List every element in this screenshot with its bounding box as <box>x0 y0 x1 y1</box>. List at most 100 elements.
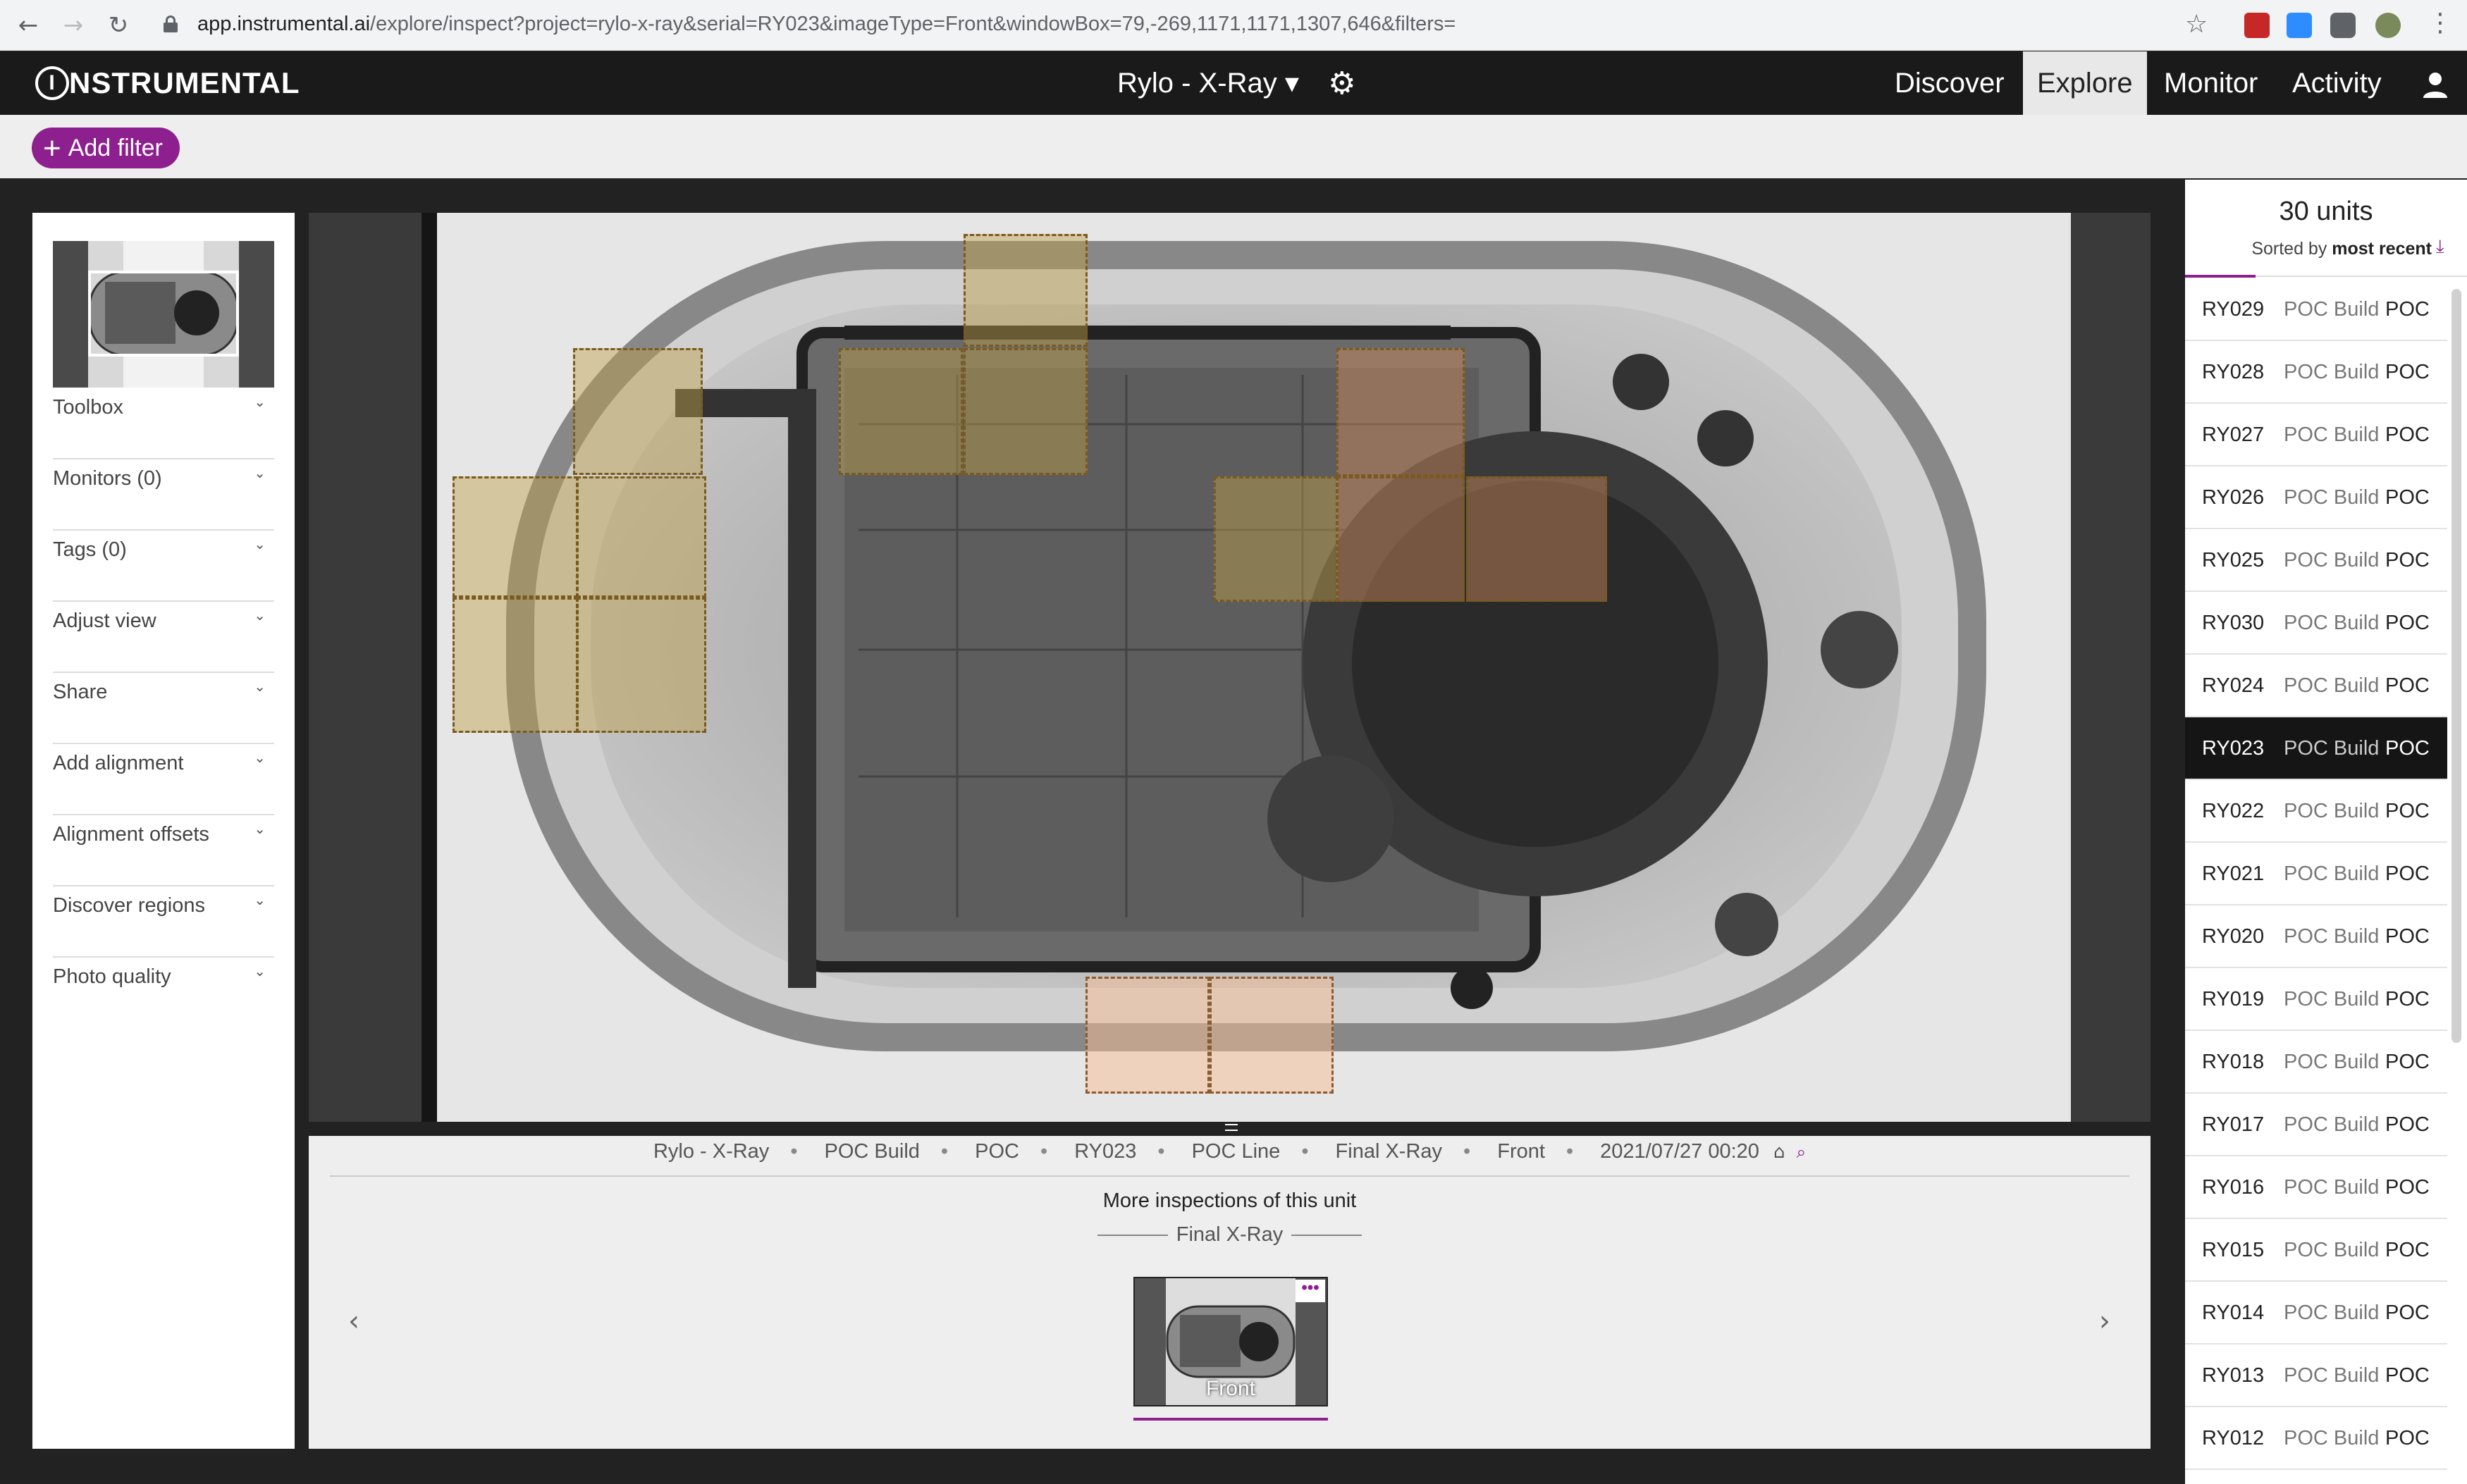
gear-icon[interactable]: ⚙ <box>1328 66 1356 101</box>
resize-handle[interactable] <box>1225 1124 1238 1131</box>
region-box[interactable] <box>453 598 578 733</box>
meta-project[interactable]: Rylo - X-Ray <box>653 1140 770 1163</box>
unit-serial: RY013 <box>2202 1364 2265 1387</box>
unit-row[interactable]: RY019 POC Build POC <box>2185 968 2447 1031</box>
meta-build[interactable]: POC Build <box>824 1140 920 1163</box>
meta-serial[interactable]: RY023 <box>1074 1140 1137 1163</box>
nav-monitor[interactable]: Monitor <box>2164 68 2258 99</box>
nav-explore[interactable]: Explore <box>2023 51 2147 115</box>
unit-row[interactable]: RY015 POC Build POC <box>2185 1219 2447 1282</box>
inspection-info-panel: Rylo - X-Ray • POC Build • POC • RY023 • POC… <box>309 1136 2151 1449</box>
reload-icon[interactable]: ↻ <box>108 11 129 39</box>
unit-row[interactable]: RY026 POC Build POC <box>2185 466 2447 529</box>
download-icon[interactable]: ⤓ <box>2436 236 2444 257</box>
unit-phase: POC <box>2385 800 2430 822</box>
region-box[interactable] <box>577 476 706 598</box>
sidebar-discover-regions[interactable]: Discover regions ⌄ <box>53 887 274 958</box>
unit-phase: POC <box>2385 862 2430 885</box>
region-box[interactable] <box>964 234 1088 347</box>
unit-row[interactable]: RY013 POC Build POC <box>2185 1344 2447 1407</box>
image-viewer[interactable] <box>309 213 2151 1122</box>
sort-control[interactable]: Sorted by most recent <box>2185 239 2432 259</box>
address-bar[interactable]: app.instrumental.ai/explore/inspect?proj… <box>197 13 1456 36</box>
region-box[interactable] <box>577 598 706 733</box>
zoom-extension-icon[interactable] <box>2287 13 2312 38</box>
more-options-icon[interactable]: ••• <box>1296 1280 1325 1302</box>
sidebar-add-alignment[interactable]: Add alignment ⌄ <box>53 745 274 815</box>
sidebar-monitors[interactable]: Monitors (0) ⌄ <box>53 460 274 531</box>
unit-row[interactable]: RY027 POC Build POC <box>2185 404 2447 466</box>
unit-phase: POC <box>2385 298 2430 321</box>
sidebar-adjust-view[interactable]: Adjust view ⌄ <box>53 602 274 673</box>
sidebar-alignment-offsets[interactable]: Alignment offsets ⌄ <box>53 816 274 886</box>
unit-row[interactable]: RY029 POC Build POC <box>2185 278 2447 341</box>
region-box[interactable] <box>1466 476 1607 602</box>
back-icon[interactable]: ← <box>18 11 39 39</box>
add-filter-button[interactable]: + Add filter <box>32 128 180 168</box>
meta-line[interactable]: POC Line <box>1191 1140 1281 1163</box>
user-icon[interactable] <box>2418 67 2453 102</box>
unit-row[interactable]: RY023 POC Build POC <box>2185 717 2447 780</box>
sidebar-tags[interactable]: Tags (0) ⌄ <box>53 531 274 602</box>
region-box[interactable] <box>1085 977 1210 1094</box>
unit-row[interactable]: RY024 POC Build POC <box>2185 655 2447 717</box>
meta-phase[interactable]: POC <box>975 1140 1019 1163</box>
unit-row[interactable]: RY020 POC Build POC <box>2185 905 2447 968</box>
region-box[interactable] <box>964 348 1088 475</box>
unit-row[interactable]: RY028 POC Build POC <box>2185 341 2447 404</box>
unit-row[interactable]: RY016 POC Build POC <box>2185 1156 2447 1219</box>
sidebar-photo-quality[interactable]: Photo quality ⌄ <box>53 958 274 1029</box>
unit-phase: POC <box>2385 925 2430 948</box>
region-box[interactable] <box>1210 977 1334 1094</box>
browser-menu-icon[interactable]: ⋮ <box>2428 8 2453 37</box>
nav-discover[interactable]: Discover <box>1895 68 2005 99</box>
separator-dot: • <box>940 1140 949 1163</box>
unit-phase: POC <box>2385 1239 2430 1261</box>
unit-serial: RY019 <box>2202 988 2265 1010</box>
puzzle-icon[interactable] <box>2330 13 2356 38</box>
region-box[interactable] <box>573 348 703 475</box>
unit-row[interactable]: RY012 POC Build POC <box>2185 1407 2447 1470</box>
sidebar-share[interactable]: Share ⌄ <box>53 674 274 744</box>
image-thumbnail[interactable] <box>53 241 274 388</box>
unit-row[interactable]: RY022 POC Build POC <box>2185 780 2447 843</box>
bookmark-star-icon[interactable]: ☆ <box>2185 10 2208 39</box>
unit-row[interactable]: RY030 POC Build POC <box>2185 592 2447 655</box>
unit-build: POC Build <box>2284 800 2380 822</box>
unit-row[interactable]: RY021 POC Build POC <box>2185 843 2447 905</box>
region-box[interactable] <box>1214 476 1338 602</box>
extension-icon[interactable] <box>2244 13 2270 38</box>
unit-phase: POC <box>2385 486 2430 509</box>
unit-build: POC Build <box>2284 1239 2380 1261</box>
forward-icon[interactable]: → <box>63 11 84 39</box>
project-selector[interactable]: Rylo - X-Ray ▾ <box>1117 68 1299 99</box>
inspection-card-front[interactable]: ••• Front <box>1133 1277 1328 1406</box>
chevron-left-icon[interactable]: ‹ <box>348 1305 359 1337</box>
unit-phase: POC <box>2385 1051 2430 1073</box>
unit-serial: RY026 <box>2202 486 2265 509</box>
xray-image[interactable] <box>422 213 2071 1122</box>
unit-row[interactable]: RY025 POC Build POC <box>2185 529 2447 592</box>
unit-build: POC Build <box>2284 612 2380 634</box>
chevron-down-icon: ⌄ <box>254 607 266 624</box>
nav-activity[interactable]: Activity <box>2292 68 2382 99</box>
chevron-down-icon: ⌄ <box>254 393 266 410</box>
meta-station[interactable]: Final X-Ray <box>1335 1140 1443 1163</box>
meta-image-type[interactable]: Front <box>1497 1140 1545 1163</box>
chevron-right-icon[interactable]: › <box>2099 1305 2110 1337</box>
unit-row[interactable]: RY014 POC Build POC <box>2185 1282 2447 1344</box>
sidebar-item-label: Alignment offsets <box>53 823 209 846</box>
unit-row[interactable]: RY017 POC Build POC <box>2185 1094 2447 1156</box>
unit-phase: POC <box>2385 988 2430 1010</box>
region-box[interactable] <box>1336 476 1465 602</box>
region-box[interactable] <box>453 476 578 598</box>
region-box[interactable] <box>839 348 963 475</box>
unit-list-scrollbar[interactable] <box>2451 289 2461 1043</box>
sidebar-toolbox[interactable]: Toolbox ⌄ <box>53 389 274 459</box>
instrumental-logo[interactable]: I NSTRUMENTAL <box>35 66 300 101</box>
factory-icon[interactable]: ⌂ <box>1773 1142 1785 1163</box>
region-box[interactable] <box>1336 348 1465 476</box>
search-icon[interactable]: ⌕ <box>1796 1142 1807 1162</box>
profile-avatar[interactable] <box>2375 13 2401 38</box>
unit-row[interactable]: RY018 POC Build POC <box>2185 1031 2447 1094</box>
